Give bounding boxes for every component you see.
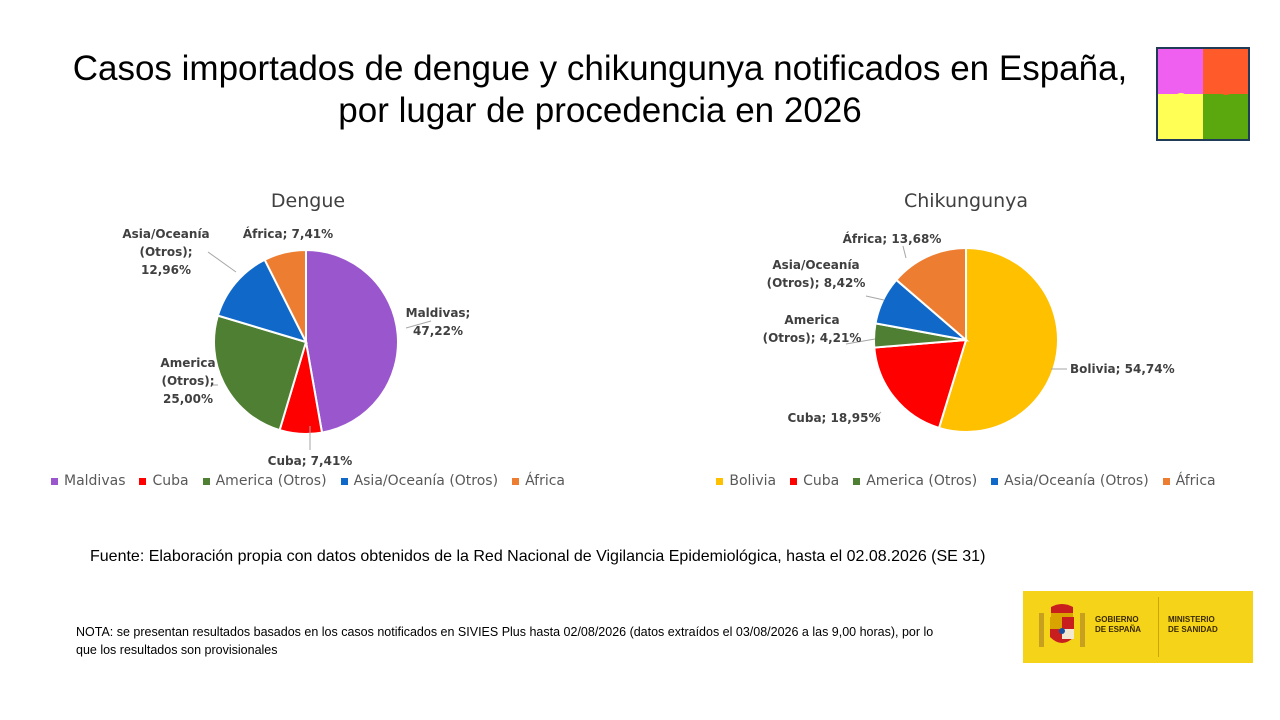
chikungunya-legend: Bolivia Cuba America (Otros) Asia/Oceanía (… [706,473,1226,489]
data-label-4: África; 13,68% [843,231,942,246]
dengue-pie: Maldivas; 47,22% Cuba; 7,41% America (Otros)… [122,226,471,468]
legend-swatch [790,477,798,485]
pie-slice-1 [873,338,968,430]
legend-item-4: África [512,473,565,489]
data-label-1: Cuba; 18,95% [788,411,881,425]
dengue-chart-title: Dengue [270,190,346,212]
title-line-2: por lugar de procedencia en 2026 [338,91,862,130]
legend-item-1: Cuba [790,473,839,489]
chikungunya-pie: Bolivia; 54,74% Cuba; 18,95% America (Otros… [763,231,1175,433]
legend-swatch [716,477,724,485]
legend-swatch [340,477,348,485]
legend-swatch [1162,477,1170,485]
legend-label: America (Otros) [215,473,327,489]
government-logo: GOBIERNO DE ESPAÑA MINISTERIO DE SANIDAD [1023,591,1253,663]
pie-slice-2 [213,314,308,432]
dengue-legend: Maldivas Cuba America (Otros) Asia/Oceanía … [48,473,568,489]
data-label-3: Asia/Oceanía (Otros); 8,42% [767,258,866,290]
legend-label: Bolivia [729,473,777,489]
pie-slice-0 [305,248,399,434]
legend-item-2: America (Otros) [202,473,327,489]
data-label-2: America (Otros); 25,00% [160,356,215,406]
legend-swatch [512,477,520,485]
legend-item-0: Bolivia [716,473,776,489]
data-label-2: America (Otros); 4,21% [763,313,862,345]
note-text: NOTA: se presentan resultados basados en… [76,625,934,657]
legend-item-2: America (Otros) [853,473,977,489]
coat-of-arms-icon [1039,604,1085,647]
title-line-1: Casos importados de dengue y chikungunya… [72,49,1128,88]
pie-slice-3 [216,258,308,344]
pie-slice-0 [937,246,1059,433]
legend-item-3: Asia/Oceanía (Otros) [340,473,499,489]
legend-item-4: África [1162,473,1216,489]
legend-item-0: Maldivas [51,473,125,489]
chikungunya-chart-title: Chikungunya [903,190,1029,212]
legend-label: America (Otros) [866,473,978,489]
chikungunya-chart: Chikungunya Bolivia; 54,74% Cuba; 18,95% A… [706,180,1226,510]
legend-swatch [139,477,147,485]
pie-slice-4 [894,246,967,343]
legend-label: África [1175,473,1216,489]
data-label-1: Cuba; 7,41% [268,454,353,468]
legend-swatch [991,477,999,485]
legend-swatch [853,477,861,485]
legend-item-1: Cuba [139,473,189,489]
legend-label: Cuba [152,473,189,489]
legend-swatch [202,477,210,485]
data-label-4: África; 7,41% [243,226,333,241]
puzzle-logo [1156,47,1250,141]
legend-item-3: Asia/Oceanía (Otros) [991,473,1149,489]
logo-divider [1158,597,1159,657]
legend-label: Cuba [803,473,840,489]
leader-line-4 [902,245,907,259]
gobierno-label: GOBIERNO DE ESPAÑA [1095,615,1142,634]
dengue-chart: Dengue Maldivas; 47,22% Cuba; 7,41% America… [48,180,568,510]
legend-swatch [51,477,58,485]
data-label-0: Maldivas; 47,22% [406,306,471,338]
ministerio-label: MINISTERIO DE SANIDAD [1168,615,1218,634]
page-title: Casos importados de dengue y chikungunya… [40,48,1160,132]
pie-slice-4 [263,248,307,343]
leader-line-2 [845,338,876,345]
legend-label: Maldivas [64,473,126,489]
data-label-3: Asia/Oceanía (Otros); 12,96% [122,227,209,277]
leader-line-3 [865,295,885,301]
legend-label: Asia/Oceanía (Otros) [353,473,499,489]
legend-label: África [525,473,565,489]
source-text: Fuente: Elaboración propia con datos obt… [90,548,986,565]
legend-label: Asia/Oceanía (Otros) [1004,473,1149,489]
leader-line-0 [405,320,432,329]
data-label-0: Bolivia; 54,74% [1070,362,1175,376]
leader-line-3 [207,251,237,273]
leader-line-1 [873,411,882,420]
